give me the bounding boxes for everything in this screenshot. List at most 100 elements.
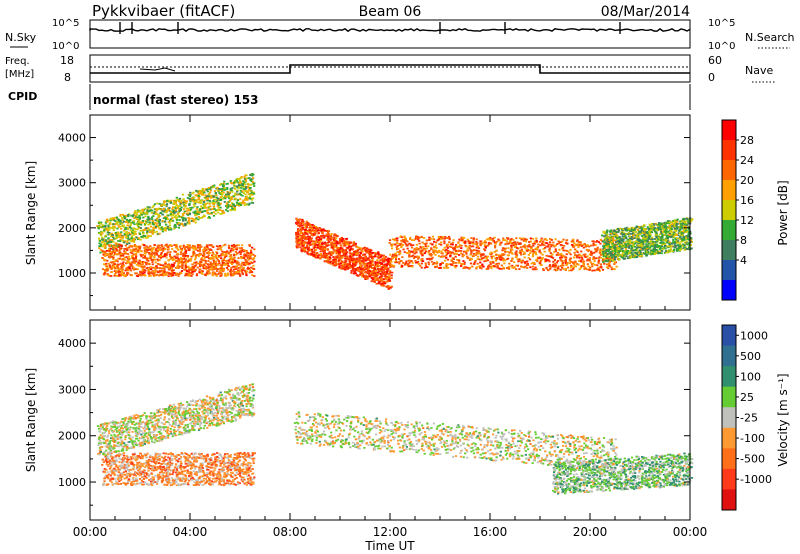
- data-cell: [589, 244, 593, 247]
- data-cell: [358, 246, 361, 249]
- data-cell: [215, 254, 218, 257]
- data-cell: [185, 260, 188, 263]
- data-cell: [305, 233, 308, 235]
- data-cell: [155, 208, 158, 210]
- data-cell: [437, 249, 440, 252]
- data-cell: [330, 237, 333, 240]
- data-cell: [597, 262, 600, 264]
- data-cell: [475, 241, 478, 243]
- data-cell: [118, 251, 121, 254]
- data-cell: [497, 254, 501, 257]
- data-cell: [123, 217, 127, 220]
- data-cell: [205, 244, 209, 247]
- data-cell: [160, 226, 163, 229]
- data-cell: [221, 183, 224, 186]
- data-cell: [242, 262, 246, 264]
- data-cell: [355, 252, 358, 255]
- data-cell: [243, 175, 246, 178]
- data-cell: [197, 218, 200, 221]
- data-cell: [444, 249, 447, 252]
- data-cell: [186, 197, 189, 199]
- data-cell: [349, 245, 353, 248]
- data-cell: [562, 268, 565, 270]
- data-cell: [365, 263, 368, 265]
- data-cell: [339, 248, 342, 251]
- data-cell: [472, 241, 475, 244]
- data-cell: [171, 259, 175, 261]
- data-cell: [492, 261, 495, 264]
- data-cell: [592, 262, 595, 265]
- data-cell: [431, 263, 435, 266]
- data-cell: [470, 258, 473, 261]
- data-cell: [381, 278, 384, 281]
- data-cell: [175, 196, 178, 199]
- data-cell: [181, 222, 184, 225]
- data-cell: [340, 254, 344, 257]
- data-cell: [115, 221, 119, 224]
- data-cell: [140, 261, 143, 263]
- data-cell: [553, 264, 556, 267]
- data-cell: [178, 224, 181, 227]
- data-cell: [321, 232, 324, 235]
- data-cell: [203, 257, 206, 259]
- data-cell: [188, 267, 191, 270]
- data-cell: [303, 237, 306, 240]
- data-cell: [231, 187, 234, 189]
- data-cell: [548, 250, 551, 253]
- data-cell: [554, 265, 557, 267]
- data-cell: [219, 213, 222, 215]
- data-cell: [345, 263, 348, 266]
- data-cell: [212, 259, 215, 262]
- data-cell: [547, 269, 550, 271]
- data-cell: [108, 244, 112, 247]
- data-cell: [327, 255, 330, 258]
- data-cell: [135, 248, 138, 251]
- data-cell: [473, 263, 476, 265]
- data-cell: [198, 250, 201, 252]
- data-cell: [139, 271, 142, 273]
- data-cell: [196, 212, 199, 215]
- data-cell: [236, 203, 239, 205]
- data-cell: [363, 247, 366, 249]
- data-cell: [138, 216, 142, 219]
- data-cell: [566, 242, 569, 245]
- data-cell: [124, 252, 128, 255]
- data-cell: [151, 266, 154, 269]
- data-cell: [515, 251, 518, 254]
- data-cell: [489, 261, 492, 263]
- data-cell: [580, 265, 583, 267]
- data-cell: [154, 270, 157, 273]
- data-cell: [107, 267, 110, 270]
- data-cell: [188, 204, 191, 207]
- data-cell: [481, 242, 484, 245]
- data-cell: [362, 260, 365, 263]
- data-cell: [350, 255, 353, 258]
- data-cell: [304, 246, 307, 249]
- data-cell: [387, 273, 391, 275]
- data-cell: [167, 208, 171, 211]
- data-cell: [312, 246, 315, 249]
- data-cell: [331, 241, 334, 244]
- data-cell: [201, 193, 205, 196]
- data-cell: [172, 210, 175, 212]
- data-cell: [197, 213, 200, 216]
- data-cell: [134, 233, 137, 235]
- data-cell: [442, 248, 445, 251]
- data-cell: [217, 189, 220, 192]
- data-cell: [164, 221, 167, 224]
- data-cell: [318, 227, 321, 229]
- data-cell: [250, 191, 254, 194]
- data-cell: [333, 261, 336, 263]
- data-cell: [227, 191, 230, 194]
- data-cell: [448, 237, 451, 239]
- data-cell: [119, 270, 122, 273]
- data-cell: [388, 241, 391, 244]
- data-cell: [156, 246, 159, 249]
- data-cell: [110, 250, 113, 253]
- data-cell: [137, 222, 140, 224]
- data-cell: [143, 271, 146, 274]
- data-cell: [300, 239, 304, 242]
- data-cell: [109, 254, 112, 257]
- data-cell: [180, 201, 183, 204]
- data-cell: [168, 264, 171, 267]
